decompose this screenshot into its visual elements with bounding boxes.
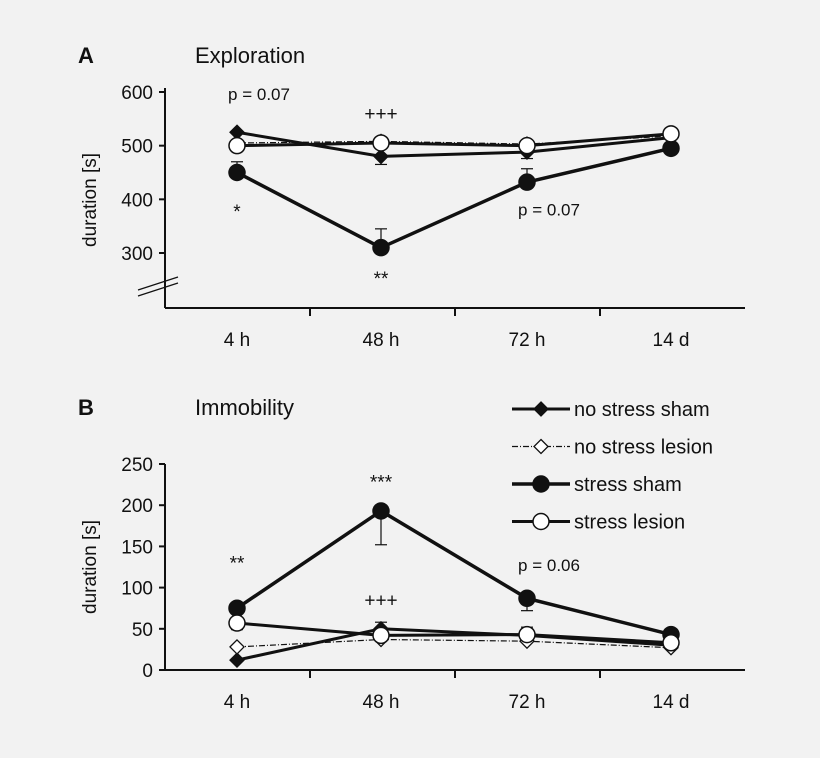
panel-b-series-no-stress-lesion-line bbox=[236, 638, 672, 649]
panel-a-series-stress-lesion-point bbox=[372, 134, 390, 152]
panel-b-series-no-stress-sham-line bbox=[236, 627, 672, 662]
panel-a-annotation: ** bbox=[374, 269, 389, 290]
panel-a-y-tick-label: 300 bbox=[121, 244, 153, 265]
panel-b-label: B bbox=[78, 395, 94, 420]
panel-b-title: Immobility bbox=[195, 395, 294, 420]
panel-a-series-stress-sham-point bbox=[228, 163, 246, 182]
legend-marker bbox=[533, 438, 549, 455]
legend-marker bbox=[533, 401, 549, 417]
panel-b-series-stress-sham-point bbox=[228, 599, 246, 617]
panel-b-y-tick-label: 150 bbox=[121, 537, 153, 558]
panel-a-x-tick-label: 72 h bbox=[509, 330, 546, 351]
panel-b-series-stress-lesion-line bbox=[236, 621, 672, 645]
panel-b-series-no-stress-sham-point bbox=[229, 652, 245, 669]
panel-a-series-stress-sham-point bbox=[372, 238, 390, 257]
panel-a-label: A bbox=[78, 43, 94, 68]
legend-marker bbox=[532, 475, 550, 493]
legend-label: no stress lesion bbox=[574, 437, 713, 459]
panel-b-y-tick-label: 50 bbox=[132, 620, 153, 641]
panel-a-x-tick-label: 48 h bbox=[363, 330, 400, 351]
panel-a-title: Exploration bbox=[195, 43, 305, 68]
panel-b-series-no-stress-lesion-point bbox=[229, 639, 245, 655]
panel-b-y-tick-label: 250 bbox=[121, 455, 153, 476]
panel-a-annotation: +++ bbox=[364, 104, 397, 125]
panel-b-series-stress-lesion-point bbox=[228, 614, 246, 632]
panel-a-series-stress-lesion-point bbox=[518, 136, 536, 155]
panel-a-series-stress-sham-point bbox=[662, 139, 680, 158]
panel-b-x-tick-label: 4 h bbox=[224, 692, 250, 713]
panel-a-series-stress-sham-point bbox=[518, 173, 536, 191]
panel-a-annotation: * bbox=[233, 202, 241, 223]
panel-b-ylabel: duration [s] bbox=[80, 520, 101, 614]
panel-b-x-tick-label: 72 h bbox=[509, 692, 546, 713]
panel-a-ylabel: duration [s] bbox=[80, 153, 101, 247]
panel-a-y-tick-label: 500 bbox=[121, 137, 153, 158]
legend-label: no stress sham bbox=[574, 399, 710, 421]
legend-marker bbox=[532, 512, 550, 531]
panel-b-annotation: +++ bbox=[364, 591, 397, 612]
panel-b-series-stress-lesion-point bbox=[372, 626, 390, 645]
panel-a-axis-break bbox=[137, 276, 179, 291]
panel-b-x-tick-label: 48 h bbox=[363, 692, 400, 713]
panel-b-series-stress-lesion-point bbox=[662, 634, 680, 652]
panel-b-x-tick-label: 14 d bbox=[653, 692, 690, 713]
panel-b-series-stress-sham-line bbox=[236, 508, 672, 637]
legend-label: stress sham bbox=[574, 474, 682, 496]
legend-label: stress lesion bbox=[574, 512, 685, 534]
panel-a-series-stress-lesion-point bbox=[662, 125, 680, 143]
panel-b-series-stress-sham-point bbox=[518, 589, 536, 608]
panel-b-y-tick-label: 0 bbox=[142, 661, 153, 682]
panel-a-y-tick-label: 600 bbox=[121, 83, 153, 104]
panel-a-series-no-stress-sham-point bbox=[373, 148, 389, 165]
panel-b-series-stress-lesion-point bbox=[518, 625, 536, 644]
panel-a-y-tick-label: 400 bbox=[121, 190, 153, 211]
panel-a-x-tick-label: 14 d bbox=[653, 330, 690, 351]
panel-b-annotation: ** bbox=[230, 553, 245, 574]
panel-b-series-stress-sham-point bbox=[372, 502, 390, 520]
panel-a-series-stress-lesion-point bbox=[228, 136, 246, 155]
panel-a-annotation: p = 0.07 bbox=[228, 85, 290, 104]
panel-b-annotation: p = 0.06 bbox=[518, 556, 580, 575]
panel-a-axis-break bbox=[137, 282, 179, 297]
panel-a-series-stress-lesion-line bbox=[236, 132, 672, 148]
panel-b-y-tick-label: 100 bbox=[121, 579, 153, 600]
panel-a-series-no-stress-lesion-line bbox=[236, 135, 672, 145]
panel-b-annotation: *** bbox=[370, 473, 393, 494]
panel-a-annotation: p = 0.07 bbox=[518, 200, 580, 219]
panel-a-series-stress-sham-line bbox=[236, 146, 672, 250]
panel-a-x-tick-label: 4 h bbox=[224, 330, 250, 351]
panel-b-y-tick-label: 200 bbox=[121, 496, 153, 517]
